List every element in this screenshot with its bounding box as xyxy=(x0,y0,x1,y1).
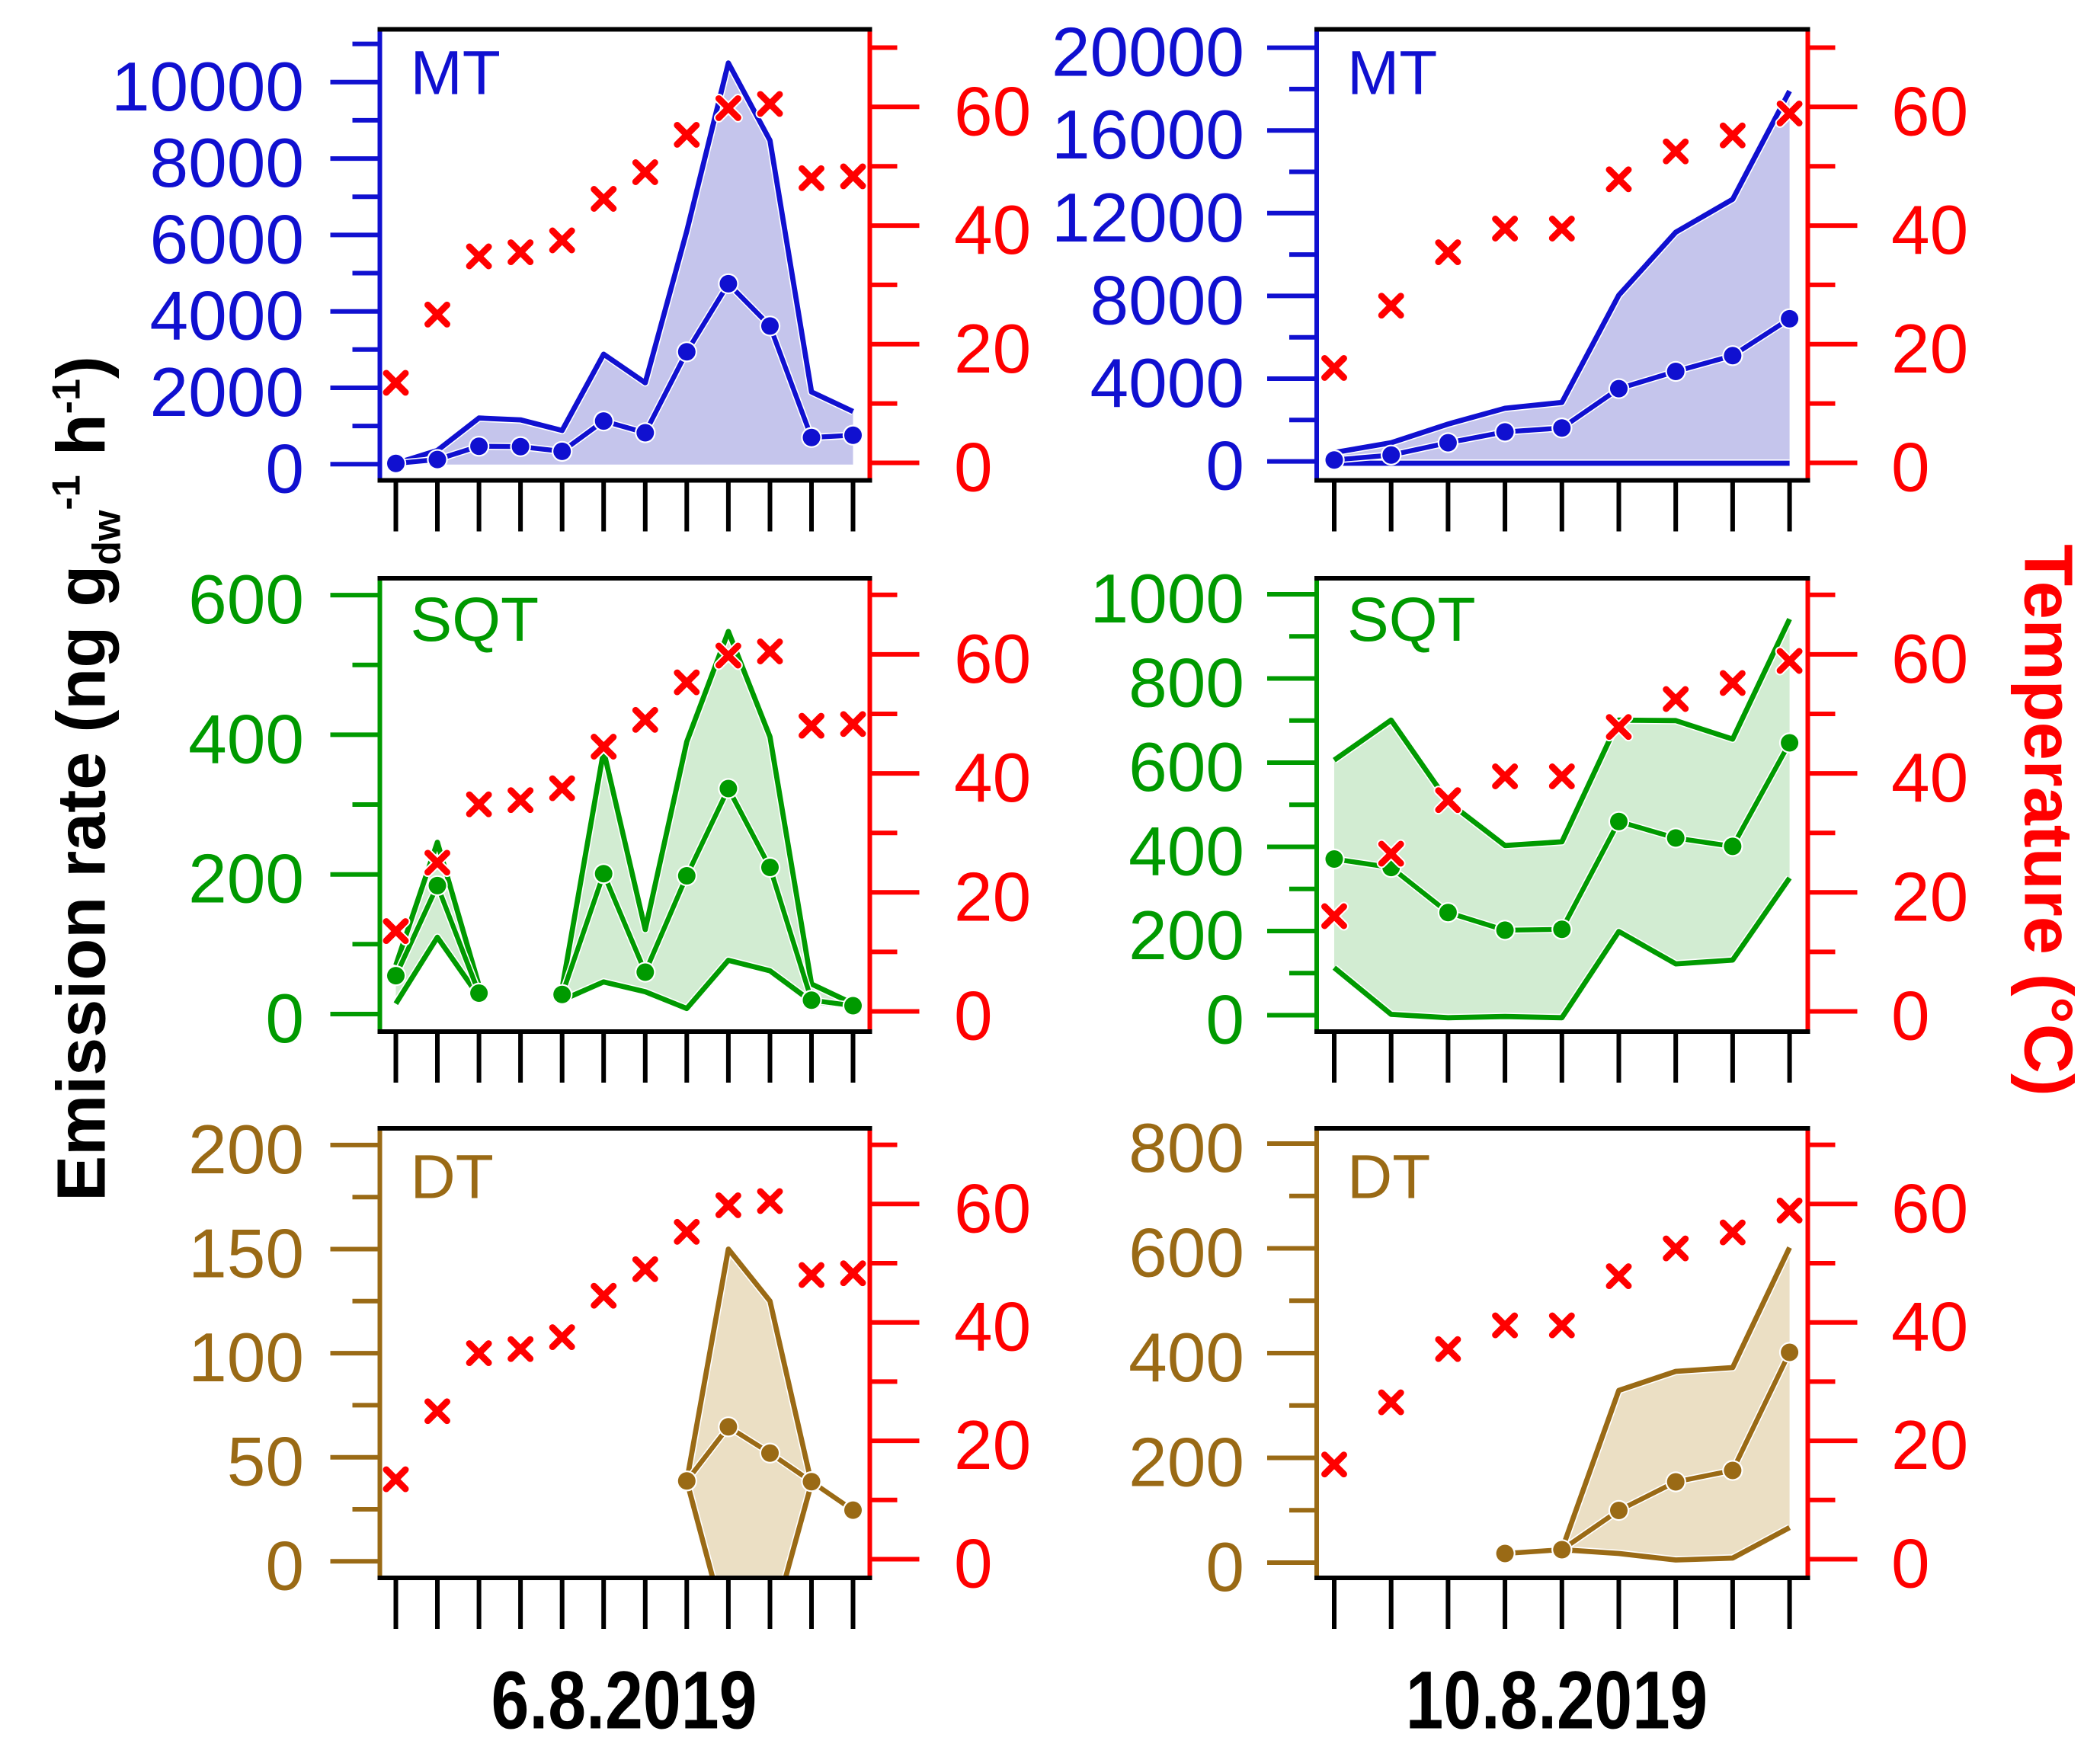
svg-text:20: 20 xyxy=(1891,311,1968,388)
svg-text:12000: 12000 xyxy=(1052,180,1244,257)
svg-text:60: 60 xyxy=(954,1170,1031,1247)
svg-text:60: 60 xyxy=(1891,73,1968,150)
svg-text:600: 600 xyxy=(188,562,304,638)
svg-text:200: 200 xyxy=(188,841,304,918)
svg-text:0: 0 xyxy=(1205,428,1244,505)
svg-text:MT: MT xyxy=(411,39,501,108)
svg-text:20: 20 xyxy=(954,859,1031,936)
svg-text:200: 200 xyxy=(1128,1425,1244,1502)
svg-text:0: 0 xyxy=(265,430,304,507)
svg-text:4000: 4000 xyxy=(1090,345,1244,422)
svg-text:200: 200 xyxy=(1128,897,1244,974)
svg-text:40: 40 xyxy=(1891,1289,1968,1366)
svg-text:400: 400 xyxy=(1128,1320,1244,1397)
svg-text:600: 600 xyxy=(1128,729,1244,806)
svg-text:20: 20 xyxy=(1891,1407,1968,1484)
svg-text:20: 20 xyxy=(954,1407,1031,1484)
svg-text:0: 0 xyxy=(265,1528,304,1605)
svg-text:60: 60 xyxy=(954,73,1031,150)
svg-text:8000: 8000 xyxy=(150,125,304,202)
svg-text:SQT: SQT xyxy=(1347,585,1476,654)
svg-text:40: 40 xyxy=(1891,192,1968,269)
svg-text:Temperature (°C): Temperature (°C) xyxy=(2010,544,2086,1096)
svg-text:0: 0 xyxy=(1205,982,1244,1059)
svg-text:400: 400 xyxy=(1128,814,1244,891)
svg-text:6000: 6000 xyxy=(150,201,304,278)
svg-text:SQT: SQT xyxy=(411,585,539,654)
svg-text:400: 400 xyxy=(188,701,304,778)
svg-text:800: 800 xyxy=(1128,645,1244,722)
svg-text:40: 40 xyxy=(954,1289,1031,1366)
svg-text:20: 20 xyxy=(1891,859,1968,936)
svg-text:800: 800 xyxy=(1128,1110,1244,1187)
svg-text:8000: 8000 xyxy=(1090,262,1244,339)
svg-text:6.8.2019: 6.8.2019 xyxy=(491,1655,757,1747)
svg-text:0: 0 xyxy=(1891,430,1930,507)
svg-text:0: 0 xyxy=(954,430,993,507)
svg-text:10000: 10000 xyxy=(111,49,304,126)
svg-text:40: 40 xyxy=(1891,740,1968,817)
svg-text:1000: 1000 xyxy=(1090,561,1244,638)
svg-text:DT: DT xyxy=(1347,1143,1430,1212)
svg-text:20000: 20000 xyxy=(1052,14,1244,91)
svg-text:20: 20 xyxy=(954,311,1031,388)
svg-text:0: 0 xyxy=(1205,1529,1244,1606)
svg-text:MT: MT xyxy=(1347,39,1437,108)
svg-text:60: 60 xyxy=(954,621,1031,698)
svg-text:200: 200 xyxy=(188,1112,304,1189)
svg-text:60: 60 xyxy=(1891,1170,1968,1247)
svg-text:100: 100 xyxy=(188,1320,304,1397)
svg-text:40: 40 xyxy=(954,192,1031,269)
svg-text:0: 0 xyxy=(954,1526,993,1603)
svg-text:0: 0 xyxy=(954,978,993,1055)
svg-text:50: 50 xyxy=(227,1424,304,1501)
svg-text:600: 600 xyxy=(1128,1215,1244,1292)
svg-text:0: 0 xyxy=(1891,978,1930,1055)
svg-text:40: 40 xyxy=(954,740,1031,817)
svg-text:150: 150 xyxy=(188,1216,304,1293)
svg-text:16000: 16000 xyxy=(1052,97,1244,174)
svg-text:0: 0 xyxy=(265,981,304,1057)
svg-text:0: 0 xyxy=(1891,1526,1930,1603)
svg-text:DT: DT xyxy=(411,1143,494,1212)
svg-text:60: 60 xyxy=(1891,621,1968,698)
svg-text:4000: 4000 xyxy=(150,278,304,355)
svg-text:2000: 2000 xyxy=(150,354,304,431)
svg-text:10.8.2019: 10.8.2019 xyxy=(1406,1653,1708,1745)
